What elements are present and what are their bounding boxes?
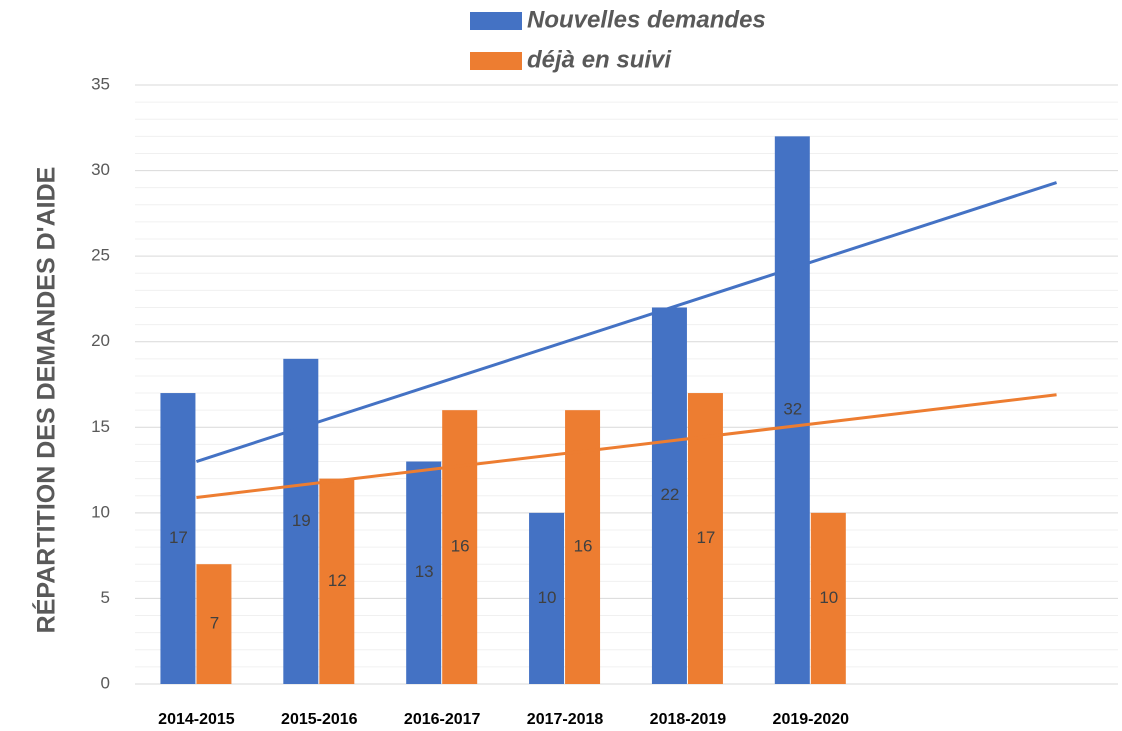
- data-label: 16: [451, 537, 470, 556]
- x-tick-label: 2018-2019: [650, 711, 727, 728]
- y-tick-label: 25: [91, 246, 110, 265]
- data-label: 17: [169, 528, 188, 547]
- bar: [196, 564, 232, 684]
- bar: [810, 512, 846, 684]
- x-tick-label: 2017-2018: [527, 711, 604, 728]
- data-label: 32: [783, 400, 802, 419]
- legend-swatch: [470, 12, 522, 30]
- data-label: 17: [696, 528, 715, 547]
- legend-label: déjà en suivi: [527, 46, 672, 73]
- bar: [442, 410, 478, 684]
- y-tick-label: 20: [91, 331, 110, 350]
- trendline: [196, 393, 1057, 499]
- y-tick-label: 15: [91, 417, 110, 436]
- data-label: 7: [210, 614, 219, 633]
- bar: [319, 478, 355, 684]
- data-label: 16: [574, 537, 593, 556]
- data-label: 12: [328, 571, 347, 590]
- data-label: 10: [538, 588, 557, 607]
- bar: [774, 136, 810, 685]
- x-tick-label: 2015-2016: [281, 711, 358, 728]
- bar: [651, 307, 687, 684]
- y-axis-title: RÉPARTITION DES DEMANDES D'AIDE: [32, 167, 61, 634]
- data-label: 19: [292, 511, 311, 530]
- data-label: 10: [819, 588, 838, 607]
- bar: [565, 410, 601, 684]
- x-tick-label: 2019-2020: [773, 711, 850, 728]
- y-tick-label: 35: [91, 74, 110, 93]
- y-tick-label: 0: [101, 673, 110, 692]
- bar: [283, 358, 319, 684]
- y-tick-label: 10: [91, 502, 110, 521]
- y-tick-label: 5: [101, 588, 110, 607]
- legend-label: Nouvelles demandes: [527, 6, 766, 33]
- x-tick-label: 2016-2017: [404, 711, 481, 728]
- data-label: 22: [660, 485, 679, 504]
- data-label: 13: [415, 562, 434, 581]
- bar: [406, 461, 442, 684]
- bar: [529, 512, 565, 684]
- bar: [160, 393, 196, 684]
- trendline: [195, 181, 1058, 463]
- y-tick-label: 30: [91, 160, 110, 179]
- bar: [687, 393, 723, 684]
- legend-swatch: [470, 52, 522, 70]
- x-tick-label: 2014-2015: [158, 711, 235, 728]
